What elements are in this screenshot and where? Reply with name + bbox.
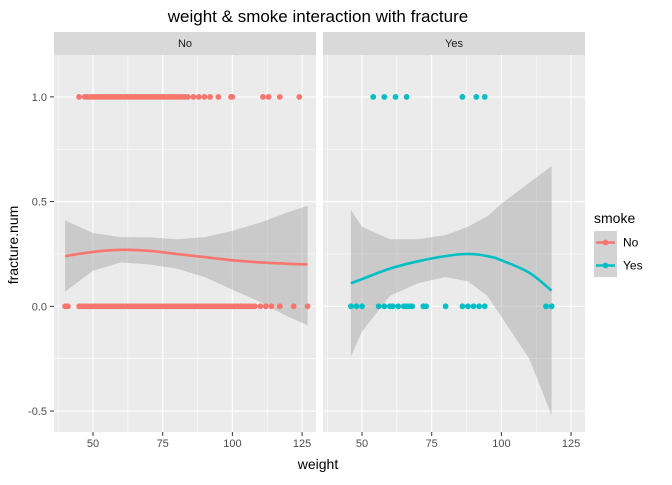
data-point (442, 303, 449, 310)
data-point (207, 94, 214, 100)
legend-key-point (602, 239, 609, 246)
x-tick-label: 100 (223, 438, 241, 450)
facet-panel-yes: Yes 50 75 100 125 (323, 32, 585, 450)
data-point (409, 303, 416, 310)
x-tick-label: 125 (562, 438, 580, 450)
data-point (276, 303, 283, 310)
legend: smoke No Yes (594, 210, 643, 277)
legend-item-yes: Yes (594, 254, 643, 277)
data-point (470, 303, 477, 310)
data-point (304, 303, 311, 310)
data-point (548, 303, 555, 310)
legend-label: No (623, 236, 639, 250)
facet-strip-label: Yes (445, 38, 463, 50)
smooth-line (350, 252, 553, 292)
data-point (481, 94, 488, 100)
data-point (190, 94, 197, 100)
y-tick-label: -0.5 (28, 406, 47, 418)
data-point (481, 303, 488, 310)
data-point (476, 303, 482, 310)
data-point (268, 303, 275, 310)
legend-key-point (602, 262, 609, 269)
smooth-line (64, 248, 308, 266)
data-point (65, 303, 71, 310)
data-point (381, 94, 388, 100)
y-tick-label: 0.5 (32, 197, 47, 209)
facet-strip (54, 32, 316, 55)
data-point (276, 94, 283, 100)
y-tick-label: 1.0 (32, 92, 47, 104)
y-axis-title: fracture.num (5, 206, 21, 285)
panels: -0.5 0.0 0.5 1.0 No 50 75 100 125 Yes 50 75 100 125 (28, 32, 585, 450)
facet-strip (323, 32, 585, 55)
x-tick-label: 50 (356, 438, 368, 450)
panel-background (323, 55, 585, 432)
data-point (262, 303, 269, 310)
data-point (251, 303, 258, 310)
x-tick-label: 75 (157, 438, 169, 450)
x-tick-label: 100 (492, 438, 510, 450)
confidence-band (65, 205, 308, 326)
data-point (290, 303, 297, 310)
data-point (370, 94, 377, 100)
legend-label: Yes (623, 259, 643, 273)
data-point (403, 94, 410, 100)
data-point (389, 303, 396, 310)
data-point (257, 303, 264, 310)
data-point (375, 303, 382, 310)
data-point (423, 303, 429, 310)
data-point (395, 303, 402, 310)
data-point (381, 303, 388, 310)
data-point (196, 94, 202, 100)
data-point (184, 94, 191, 100)
data-point (76, 94, 82, 100)
data-point (473, 94, 480, 100)
data-point (215, 94, 222, 100)
facet-strip-label: No (178, 38, 192, 50)
data-point (265, 94, 272, 100)
data-point (353, 303, 360, 310)
data-point (465, 303, 471, 310)
data-point (459, 303, 466, 310)
data-point (359, 303, 365, 310)
facet-panel-no: No 50 75 100 125 (54, 32, 316, 450)
data-point (348, 303, 354, 310)
legend-title: smoke (594, 210, 635, 226)
x-axis-title: weight (297, 456, 339, 472)
data-point (229, 94, 236, 100)
data-point (543, 303, 549, 310)
data-point (296, 94, 303, 100)
x-tick-label: 125 (293, 438, 311, 450)
chart-title: weight & smoke interaction with fracture (167, 7, 468, 26)
confidence-band (350, 166, 552, 416)
y-tick-label: 0.0 (32, 301, 47, 313)
x-tick-label: 50 (87, 438, 99, 450)
legend-item-no: No (594, 231, 639, 254)
x-tick-label: 75 (426, 438, 438, 450)
data-point (260, 94, 266, 100)
data-point (459, 94, 466, 100)
data-point (201, 94, 208, 100)
data-point (392, 94, 399, 100)
panel-background (54, 55, 316, 432)
